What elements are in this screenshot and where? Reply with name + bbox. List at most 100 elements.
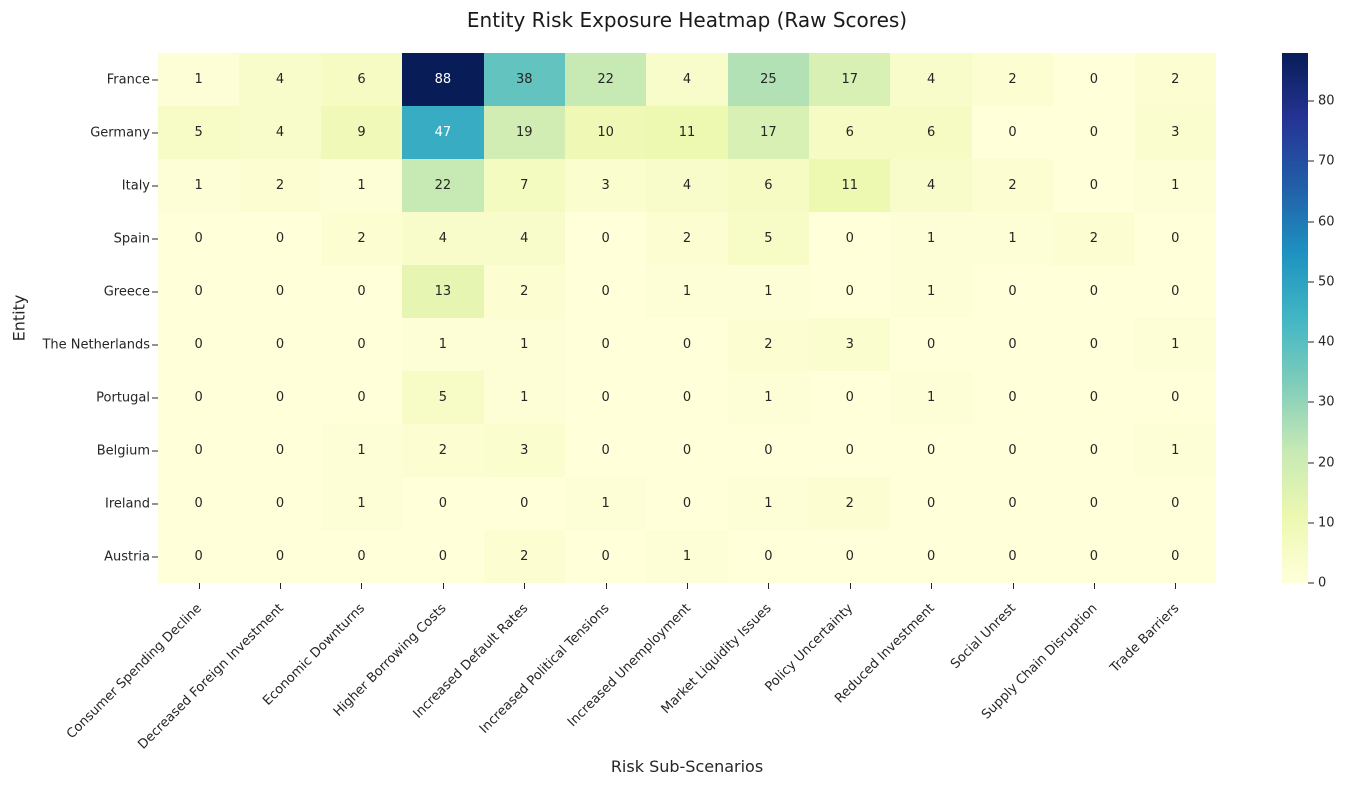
heatmap-cell: 1 [646, 265, 728, 318]
heatmap-cell: 7 [483, 159, 565, 212]
heatmap-cell: 2 [483, 265, 565, 318]
x-axis-label: Risk Sub-Scenarios [610, 757, 764, 776]
heatmap-cell: 11 [809, 159, 891, 212]
heatmap-cell: 0 [320, 318, 403, 371]
heatmap-cell: 1 [1134, 318, 1216, 371]
heatmap-cell: 0 [809, 265, 891, 318]
heatmap-cell: 88 [402, 53, 484, 106]
heatmap-cell: 47 [402, 106, 484, 159]
heatmap-cell: 0 [239, 318, 321, 371]
heatmap-cell: 0 [971, 106, 1054, 159]
heatmap-cell: 4 [646, 159, 728, 212]
heatmap-cell: 0 [1053, 371, 1135, 424]
heatmap-cell: 0 [1053, 530, 1135, 583]
x-tick-mark [768, 583, 770, 589]
y-tick-label: Ireland [105, 496, 150, 511]
heatmap-cell: 2 [239, 159, 321, 212]
heatmap-cell: 4 [239, 106, 321, 159]
heatmap-cell: 0 [564, 265, 647, 318]
colorbar-tick-mark [1308, 100, 1314, 102]
heatmap-cell: 4 [890, 53, 972, 106]
heatmap-cell: 1 [890, 265, 972, 318]
heatmap-cell: 17 [809, 53, 891, 106]
heatmap-cell: 1 [320, 477, 403, 530]
heatmap-cell: 1 [890, 371, 972, 424]
colorbar-tick-mark [1308, 221, 1314, 223]
y-tick-mark [152, 397, 158, 398]
heatmap-cell: 0 [1134, 477, 1216, 530]
y-tick-label: Portugal [96, 390, 150, 405]
colorbar-tick-label: 30 [1318, 394, 1335, 410]
heatmap-cell: 0 [158, 424, 240, 477]
heatmap-cell: 1 [320, 159, 403, 212]
y-tick-mark [152, 185, 158, 186]
x-tick-label: Social Unrest [948, 601, 1020, 672]
heatmap-cell: 0 [1134, 212, 1216, 265]
heatmap-cell: 0 [809, 424, 891, 477]
heatmap-cell: 0 [158, 265, 240, 318]
heatmap-cell: 11 [646, 106, 728, 159]
heatmap-cell: 0 [239, 424, 321, 477]
heatmap-cell: 3 [1134, 106, 1216, 159]
y-tick-label: Spain [113, 231, 150, 246]
x-tick-label: Trade Barriers [1107, 601, 1182, 676]
heatmap-cell: 10 [564, 106, 647, 159]
heatmap-cell: 0 [564, 212, 647, 265]
heatmap-cell: 0 [646, 318, 728, 371]
heatmap-cell: 0 [646, 424, 728, 477]
heatmap-cell: 0 [971, 318, 1054, 371]
x-tick-mark [849, 583, 851, 589]
heatmap-cell: 22 [402, 159, 484, 212]
colorbar-tick-mark [1308, 462, 1314, 464]
colorbar-tick-mark [1308, 522, 1314, 524]
heatmap-cell: 22 [564, 53, 647, 106]
heatmap-cell: 0 [320, 530, 403, 583]
heatmap-cell: 2 [646, 212, 728, 265]
x-tick-mark [442, 583, 444, 589]
heatmap-cell: 1 [483, 318, 565, 371]
heatmap-cell: 1 [320, 424, 403, 477]
heatmap-cell: 2 [402, 424, 484, 477]
heatmap-cell: 1 [402, 318, 484, 371]
y-tick-label: France [106, 72, 150, 87]
heatmap-cell: 0 [239, 477, 321, 530]
colorbar-tick-mark [1308, 401, 1314, 403]
x-tick-label: Policy Uncertainty [762, 601, 857, 695]
heatmap-cell: 1 [727, 371, 810, 424]
heatmap-cell: 0 [158, 318, 240, 371]
heatmap-cell: 0 [564, 530, 647, 583]
heatmap-cell: 0 [483, 477, 565, 530]
colorbar-tick-label: 50 [1318, 274, 1335, 290]
heatmap-cell: 0 [158, 477, 240, 530]
heatmap-cell: 0 [320, 265, 403, 318]
y-tick-label: Greece [103, 284, 150, 299]
heatmap-cell: 0 [890, 530, 972, 583]
x-tick-mark [198, 583, 200, 589]
heatmap-grid: 1 4 6 88 38 22 4 25 17 4 2 0 2 5 4 9 47 19 10 11 17 6 6 0 0 3 1 2 1 2… [158, 53, 1216, 583]
y-tick-mark [152, 556, 158, 557]
y-tick-mark [152, 291, 158, 292]
x-tick-mark [280, 583, 282, 589]
colorbar-tick-label: 60 [1318, 214, 1335, 230]
heatmap-cell: 0 [1053, 424, 1135, 477]
heatmap-cell: 1 [646, 530, 728, 583]
heatmap-cell: 4 [646, 53, 728, 106]
x-tick-label: Increased Political Tensions [476, 601, 613, 737]
heatmap-cell: 6 [320, 53, 403, 106]
heatmap-cell: 0 [1134, 530, 1216, 583]
y-tick-mark [152, 79, 158, 80]
colorbar-tick-mark [1308, 582, 1314, 584]
heatmap-cell: 2 [1134, 53, 1216, 106]
colorbar-tick-label: 80 [1318, 93, 1335, 109]
colorbar-tick-mark [1308, 160, 1314, 162]
heatmap-cell: 0 [239, 530, 321, 583]
y-tick-label: Belgium [96, 443, 150, 458]
y-tick-mark [152, 450, 158, 451]
x-tick-mark [605, 583, 607, 589]
heatmap-cell: 2 [809, 477, 891, 530]
heatmap-cell: 0 [1053, 477, 1135, 530]
heatmap-cell: 0 [1134, 265, 1216, 318]
x-tick-mark [1012, 583, 1014, 589]
y-axis-label: Entity [9, 294, 29, 342]
